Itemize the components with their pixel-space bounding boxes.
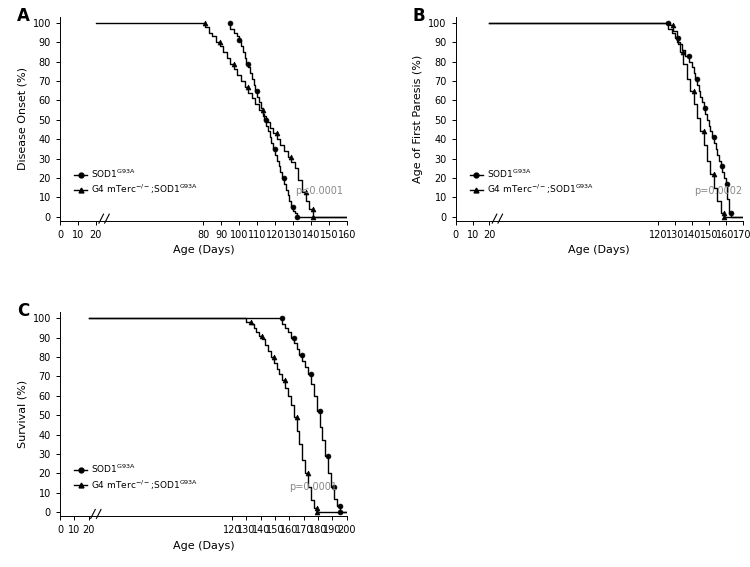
Legend: SOD1$^{\sf G93A}$, G4 mTerc$^{-/-}$;SOD1$^{\sf G93A}$: SOD1$^{\sf G93A}$, G4 mTerc$^{-/-}$;SOD1… <box>70 459 202 495</box>
Text: A: A <box>17 7 30 25</box>
Text: p=0.0002: p=0.0002 <box>694 186 742 196</box>
Text: B: B <box>413 7 425 25</box>
Y-axis label: Disease Onset (%): Disease Onset (%) <box>17 67 27 170</box>
Text: C: C <box>17 302 29 320</box>
X-axis label: Age (Days): Age (Days) <box>172 540 234 551</box>
X-axis label: Age (Days): Age (Days) <box>568 246 630 255</box>
Text: p=0.0001: p=0.0001 <box>290 481 338 492</box>
Legend: SOD1$^{\sf G93A}$, G4 mTerc$^{-/-}$;SOD1$^{\sf G93A}$: SOD1$^{\sf G93A}$, G4 mTerc$^{-/-}$;SOD1… <box>70 164 202 200</box>
Y-axis label: Age of First Paresis (%): Age of First Paresis (%) <box>413 54 423 183</box>
Text: p<0.0001: p<0.0001 <box>296 186 344 196</box>
X-axis label: Age (Days): Age (Days) <box>172 246 234 255</box>
Y-axis label: Survival (%): Survival (%) <box>17 380 27 448</box>
Legend: SOD1$^{\sf G93A}$, G4 mTerc$^{-/-}$;SOD1$^{\sf G93A}$: SOD1$^{\sf G93A}$, G4 mTerc$^{-/-}$;SOD1… <box>466 164 598 200</box>
